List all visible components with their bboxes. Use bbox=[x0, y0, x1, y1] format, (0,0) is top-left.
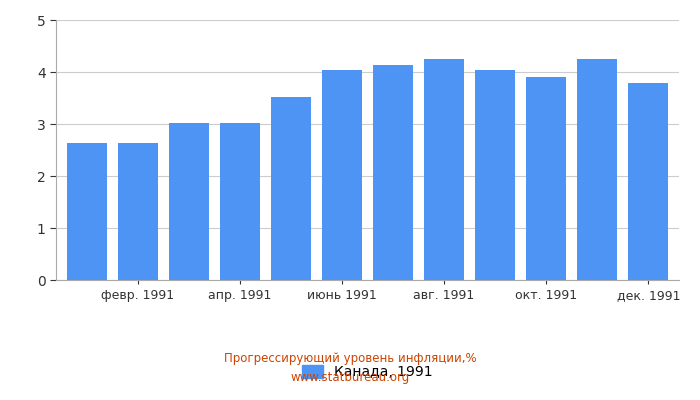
Bar bbox=[475, 70, 515, 280]
Bar bbox=[271, 98, 311, 280]
Legend: Канада, 1991: Канада, 1991 bbox=[297, 360, 438, 385]
Bar bbox=[373, 65, 413, 280]
Bar bbox=[118, 143, 158, 280]
Bar bbox=[424, 59, 464, 280]
Bar bbox=[66, 143, 106, 280]
Bar bbox=[322, 70, 362, 280]
Bar bbox=[220, 123, 260, 280]
Bar bbox=[629, 84, 668, 280]
Bar bbox=[578, 59, 617, 280]
Bar bbox=[169, 123, 209, 280]
Text: Прогрессирующий уровень инфляции,%
www.statbureau.org: Прогрессирующий уровень инфляции,% www.s… bbox=[224, 352, 476, 384]
Bar bbox=[526, 77, 566, 280]
